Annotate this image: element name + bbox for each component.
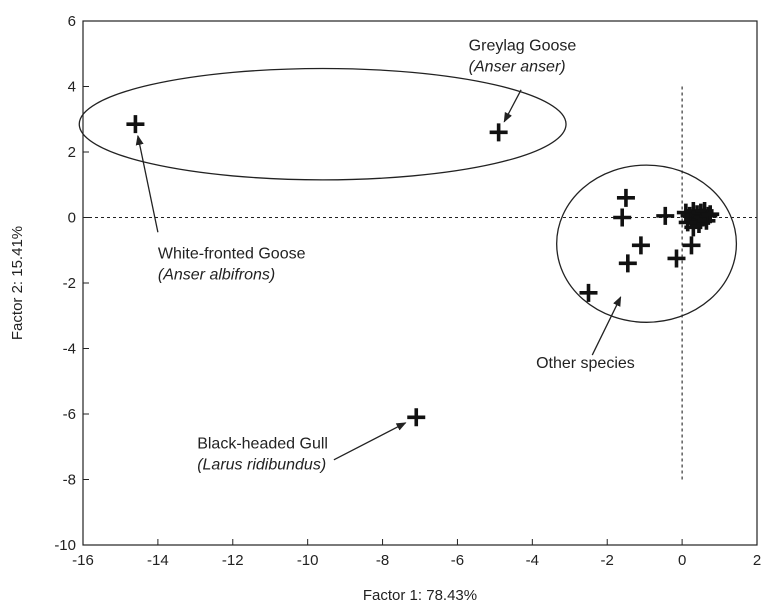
y-tick-label: 2: [68, 144, 76, 161]
y-tick-label: 6: [68, 13, 76, 30]
white-fronted-goose-arrow: [135, 134, 159, 233]
white-fronted-goose-label: White-fronted Goose: [158, 245, 306, 262]
data-point: [701, 205, 720, 224]
y-tick-label: -6: [63, 406, 76, 423]
data-point: [678, 213, 697, 232]
data-point: [126, 115, 145, 134]
geese-group-ellipse: [78, 67, 567, 181]
black-headed-gull-latin-label: (Larus ridibundus): [197, 456, 326, 473]
x-tick-label: -10: [297, 552, 319, 569]
y-tick-label: -8: [63, 472, 76, 489]
y-axis-label: Factor 2: 15.41%: [9, 226, 26, 340]
data-point: [489, 123, 508, 142]
x-tick-label: -4: [526, 552, 539, 569]
y-tick-label: -2: [63, 275, 76, 292]
y-tick-label: 0: [68, 210, 76, 227]
data-point: [631, 236, 650, 255]
data-point: [682, 236, 701, 255]
data-point: [616, 188, 635, 207]
greylag-goose-latin-label: (Anser anser): [469, 58, 566, 75]
x-tick-label: 2: [753, 552, 761, 569]
black-headed-gull-arrow: [333, 422, 407, 461]
reference-lines: [83, 86, 757, 480]
group-ellipses: [78, 67, 738, 323]
data-point: [667, 249, 686, 268]
greylag-goose-label: Greylag Goose: [469, 37, 577, 54]
annotation-labels: Greylag Goose (Anser anser) White-fronted …: [158, 37, 635, 473]
black-headed-gull-label: Black-headed Gull: [197, 435, 328, 452]
axis-ticks: -16 -14 -12 -10 -8 -6 -4 -2 0 2 -10 -8 -6 -4 -2 0 2 4 6: [54, 13, 761, 569]
data-point: [407, 408, 426, 427]
data-point: [613, 208, 632, 227]
greylag-goose-arrow: [503, 89, 522, 123]
y-tick-label: -10: [54, 537, 76, 554]
x-tick-label: -14: [147, 552, 169, 569]
x-tick-label: 0: [678, 552, 686, 569]
data-point: [656, 206, 675, 225]
x-axis-label: Factor 1: 78.43%: [363, 587, 477, 604]
x-tick-label: -12: [222, 552, 244, 569]
y-tick-label: 4: [68, 79, 76, 96]
x-tick-label: -8: [376, 552, 389, 569]
data-point: [618, 254, 637, 273]
other-species-group-ellipse: [556, 164, 738, 323]
other-species-arrow: [591, 296, 622, 356]
annotation-arrows: [135, 89, 622, 461]
x-tick-label: -2: [601, 552, 614, 569]
white-fronted-goose-latin-label: (Anser albifrons): [158, 266, 275, 283]
data-point: [579, 283, 598, 302]
x-tick-label: -16: [72, 552, 94, 569]
y-tick-label: -4: [63, 341, 76, 358]
data-points: [126, 115, 720, 427]
other-species-label: Other species: [536, 355, 635, 372]
x-tick-label: -6: [451, 552, 464, 569]
